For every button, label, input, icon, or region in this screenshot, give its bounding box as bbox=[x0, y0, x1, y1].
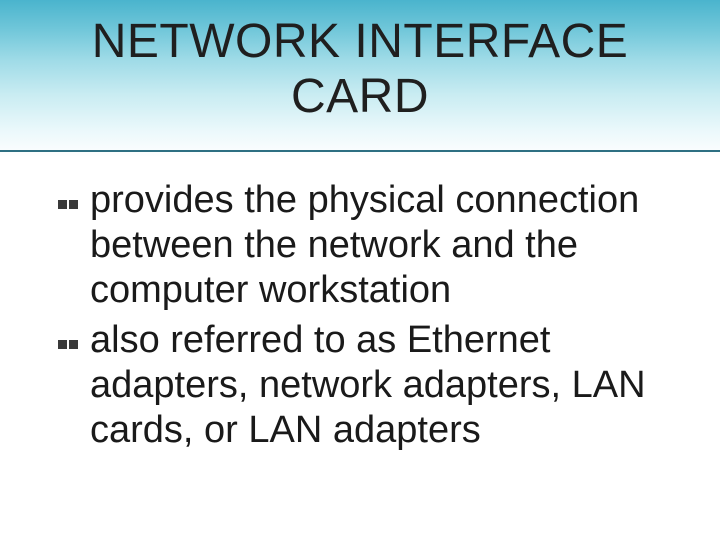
list-item: also referred to as Ethernet adapters, n… bbox=[58, 318, 680, 452]
bullet-icon bbox=[58, 332, 80, 354]
list-item: provides the physical connection between… bbox=[58, 178, 680, 312]
slide-body: provides the physical connection between… bbox=[58, 178, 680, 459]
bullet-text: provides the physical connection between… bbox=[90, 178, 680, 312]
bullet-text: also referred to as Ethernet adapters, n… bbox=[90, 318, 680, 452]
bullet-icon bbox=[58, 192, 80, 214]
slide-title: NETWORK INTERFACE CARD bbox=[0, 14, 720, 124]
header-underline bbox=[0, 150, 720, 152]
